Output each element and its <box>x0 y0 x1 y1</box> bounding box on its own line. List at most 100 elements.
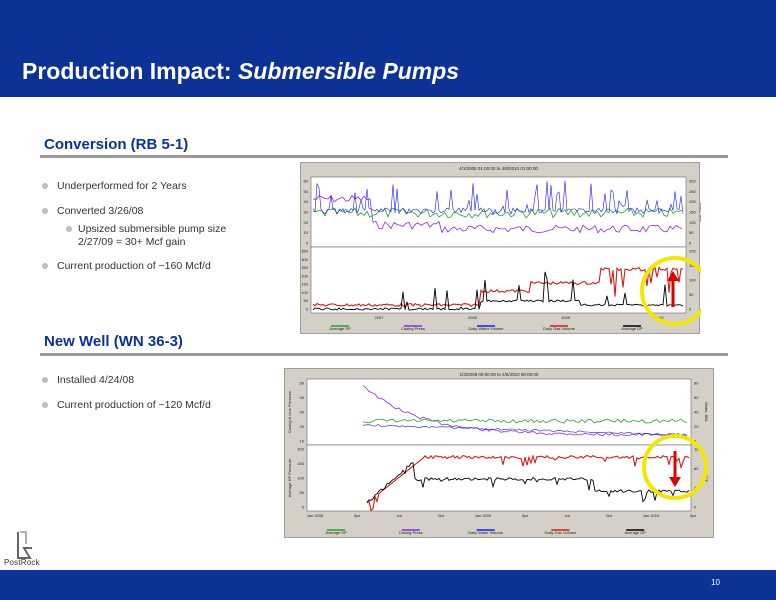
highlight-circle <box>642 434 708 500</box>
y-tick-label: 30 <box>304 210 309 215</box>
right-tick-label: 160 <box>694 447 701 452</box>
right-tick-label: 80 <box>694 381 699 386</box>
series-daily-water-volume <box>312 180 684 215</box>
x-tick-label: Jan 2009 <box>475 513 492 518</box>
right-axis-label: Water, BBL <box>699 202 701 223</box>
y-tick-label: 250 <box>301 265 308 270</box>
postrock-logo-icon <box>17 531 32 559</box>
series-daily-gas-volume <box>366 454 690 512</box>
x-tick-label: Oct <box>606 513 613 518</box>
sub-bullet-item: Upsized submersible pump size 2/27/09 = … <box>64 223 264 249</box>
section-divider <box>40 353 728 356</box>
right-tick-label: 200 <box>689 199 696 204</box>
y-tick-label: 10 <box>300 439 305 444</box>
series-casing-press <box>312 194 683 234</box>
y-tick-label: 40 <box>300 395 305 400</box>
legend-label: Daily Gas Volume <box>545 530 578 535</box>
legend-label: Average DP <box>624 530 646 535</box>
right-tick-label: 0 <box>689 307 692 312</box>
right-axis-label: Water, BBL <box>704 402 709 423</box>
x-tick-label: Apr <box>522 513 529 518</box>
y-tick-label: 150 <box>297 461 304 466</box>
production-chart-wn-36-3: 1/3/2008 00:00:00 to 4/6/2010 00:00:00 50… <box>284 368 714 538</box>
right-tick-label: 0 <box>694 505 697 510</box>
chart-svg: 1/3/2008 00:00:00 to 4/6/2010 00:00:00 50… <box>287 372 709 535</box>
right-tick-label: 40 <box>694 410 699 415</box>
chart-title: 4/1/2006 01:00:00 to 4/8/2010 01:00:00 <box>459 166 538 171</box>
x-tick-label: Jan 2008 <box>307 513 324 518</box>
y-axis-label: Casing & Line Pressure <box>287 390 292 433</box>
right-tick-label: 200 <box>689 249 696 254</box>
x-tick-label: 2007 <box>375 315 385 320</box>
bullet-item: Installed 4/24/08 <box>40 374 270 387</box>
series-average-dp <box>366 462 690 503</box>
y-tick-label: 100 <box>301 290 308 295</box>
right-tick-label: 250 <box>689 189 696 194</box>
legend-label: Casing Press <box>399 530 423 535</box>
x-tick-label: Oct <box>438 513 445 518</box>
legend-label: Average DP <box>621 326 643 331</box>
right-tick-label: 50 <box>689 230 694 235</box>
x-tick-label: Jul <box>396 513 401 518</box>
right-tick-label: 150 <box>689 210 696 215</box>
right-tick-label: 60 <box>694 395 699 400</box>
x-tick-label: 2008 <box>468 315 478 320</box>
footer-band <box>0 570 776 600</box>
y-tick-label: 60 <box>304 179 309 184</box>
legend-label: Casing Press <box>401 326 425 331</box>
highlight-circle <box>640 256 701 326</box>
logo-text: PostRock <box>4 558 40 567</box>
page-number: 10 <box>711 578 720 587</box>
section-heading-new-well: New Well (WN 36-3) <box>44 333 183 350</box>
series-daily-water-volume <box>362 424 688 436</box>
y-tick-label: 50 <box>300 381 305 386</box>
chart-title: 1/3/2008 00:00:00 to 4/6/2010 00:00:00 <box>460 372 539 377</box>
y-tick-label: 30 <box>300 410 305 415</box>
right-tick-label: 300 <box>689 179 696 184</box>
right-tick-label: 100 <box>689 278 696 283</box>
bullet-item: Converted 3/26/08 <box>40 205 270 218</box>
top-plot-area <box>306 378 692 446</box>
y-tick-label: 200 <box>297 447 304 452</box>
right-tick-label: 50 <box>689 292 694 297</box>
y-tick-label: 0 <box>306 307 309 312</box>
legend-label: Daily Water Volume <box>468 530 504 535</box>
y-tick-label: 50 <box>304 189 309 194</box>
legend-label: Average SP <box>329 326 351 331</box>
bullet-item: Current production of ~160 Mcf/d <box>40 260 270 273</box>
header-band <box>0 0 776 97</box>
x-tick-label: 2009 <box>561 315 571 320</box>
right-tick-label: 20 <box>694 424 699 429</box>
series-average-dp <box>312 271 684 311</box>
y-tick-label: 50 <box>304 298 309 303</box>
bullet-list-new-well: Installed 4/24/08 Current production of … <box>40 374 270 412</box>
production-chart-rb-5-1: 4/1/2006 01:00:00 to 4/8/2010 01:00:00 60… <box>300 162 701 334</box>
arrow-head-icon <box>667 271 679 281</box>
legend-label: Average SP <box>325 530 347 535</box>
y-tick-label: 100 <box>297 476 304 481</box>
y-tick-label: 10 <box>304 230 309 235</box>
y-axis-label: Average DP Pressure <box>287 458 292 497</box>
y-tick-label: 0 <box>302 505 305 510</box>
right-tick-label: 100 <box>689 220 696 225</box>
bullet-list-conversion: Underperformed for 2 Years Converted 3/2… <box>40 180 270 273</box>
y-tick-label: 200 <box>301 273 308 278</box>
series-daily-gas-volume <box>312 266 684 308</box>
bullet-item: Underperformed for 2 Years <box>40 180 270 193</box>
right-tick-label: 0 <box>689 241 692 246</box>
slide-title: Production Impact: Submersible Pumps <box>22 58 460 84</box>
x-tick-label: Apr <box>690 513 697 518</box>
section-divider <box>40 155 728 158</box>
legend-label: Daily Gas Volume <box>543 326 576 331</box>
arrow-head-icon <box>669 477 681 487</box>
section-heading-conversion: Conversion (RB 5-1) <box>44 136 189 153</box>
x-tick-label: Apr <box>354 513 361 518</box>
series-average-sp <box>362 418 688 424</box>
x-tick-label: 2010 <box>655 315 665 320</box>
y-tick-label: 0 <box>306 241 309 246</box>
x-tick-label: Jul <box>564 513 569 518</box>
y-tick-label: 150 <box>301 282 308 287</box>
y-tick-label: 300 <box>301 257 308 262</box>
y-tick-label: 20 <box>304 220 309 225</box>
right-tick-label: 80 <box>694 466 699 471</box>
